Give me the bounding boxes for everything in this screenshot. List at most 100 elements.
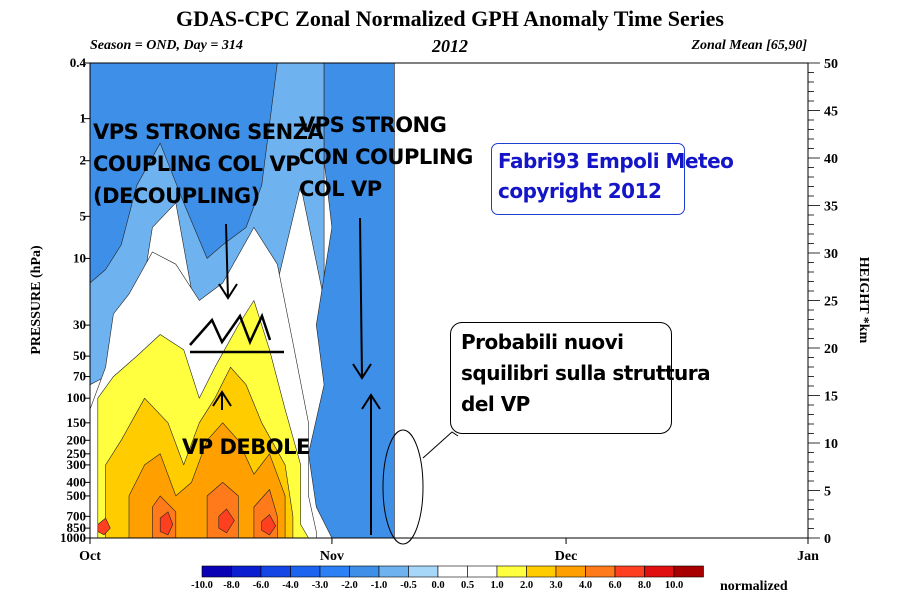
colorbar-tick-label: -6.0	[253, 580, 270, 591]
height-axis: 0 5 10 15 20 25 30 35 40 45 50 HEIGHT *km	[808, 57, 871, 547]
time-axis: Oct Nov Dec Jan	[79, 538, 819, 564]
coupling-annotation: VPS STRONG CON COUPLING COL VP	[299, 109, 473, 205]
bubble-line-3: del VP	[461, 392, 530, 416]
pressure-tick-label: 50	[73, 348, 86, 363]
zigzag-mark	[189, 312, 272, 346]
highlight-ellipse	[382, 429, 424, 545]
pressure-tick-label: 500	[67, 488, 87, 503]
extreme-pos-4	[97, 517, 111, 536]
decoupling-line-1: VPS STRONG SENZA	[93, 120, 324, 144]
pressure-tick-label: 1	[80, 111, 87, 126]
colorbar-tick-label: 10.0	[665, 580, 683, 591]
colorbar-tick-label: 8.0	[638, 580, 651, 591]
colorbar-swatch	[319, 565, 350, 578]
coupling-line-1: VPS STRONG	[299, 113, 447, 137]
pressure-tick-label: 700	[67, 508, 87, 523]
pressure-tick-label: 30	[73, 317, 86, 332]
speech-bubble: Probabili nuovi squilibri sulla struttur…	[450, 322, 711, 434]
bubble-line-2: squilibri sulla struttura	[461, 361, 711, 385]
coupling-line-2: CON COUPLING	[299, 145, 473, 169]
extreme-pos-2	[218, 508, 235, 534]
bubble-pointer	[422, 431, 459, 459]
pressure-tick-label: 100	[67, 390, 87, 405]
colorbar-swatch	[614, 565, 645, 578]
colorbar-swatch	[496, 565, 527, 578]
colorbar-tick-label: 6.0	[608, 580, 621, 591]
height-tick-label: 25	[824, 295, 838, 310]
time-tick-label: Dec	[555, 549, 578, 564]
colorbar-swatch	[644, 565, 675, 578]
time-tick-label: Jan	[797, 549, 819, 564]
height-tick-label: 10	[824, 437, 838, 452]
extreme-pos-3	[261, 514, 276, 536]
down-arrow-decoupling-head	[218, 283, 238, 300]
colorbar-tick-label: -8.0	[223, 580, 240, 591]
height-tick-label: 45	[824, 105, 838, 120]
down-arrow-decoupling	[225, 223, 229, 299]
height-axis-label: HEIGHT *km	[856, 257, 871, 344]
height-tick-label: 40	[824, 152, 838, 167]
height-tick-label: 20	[824, 342, 838, 357]
strong-neg-left	[89, 62, 278, 284]
year-subtitle: 2012	[432, 36, 468, 56]
colorbar-swatch	[467, 565, 498, 578]
decoupling-line-2: COUPLING COL VP	[93, 152, 301, 176]
pressure-tick-label: 150	[67, 415, 87, 430]
credit-box: Fabri93 Empoli Meteo copyright 2012	[491, 143, 734, 215]
extreme-pos-1	[159, 511, 173, 536]
colorbar-swatch	[555, 565, 586, 578]
pressure-tick-label: 850	[67, 520, 87, 535]
credit-line-1: Fabri93 Empoli Meteo	[498, 149, 734, 173]
pressure-tick-label: 250	[67, 446, 87, 461]
height-tick-label: 15	[824, 390, 838, 405]
pressure-tick-label: 70	[73, 369, 86, 384]
decoupling-line-3: (DECOUPLING)	[93, 184, 260, 208]
colorbar-swatch	[349, 565, 380, 578]
colorbar-tick-label: -10.0	[191, 580, 213, 591]
colorbar-tick-label: -4.0	[282, 580, 299, 591]
height-tick-label: 35	[824, 200, 838, 215]
colorbar: -10.0 -8.0 -6.0 -4.0 -3.0 -2.0 -1.0 -0.5 0.0 0.5 1…	[191, 565, 788, 594]
pressure-tick-label: 1000	[60, 530, 86, 545]
colorbar-tick-label: 1.0	[490, 580, 503, 591]
pressure-tick-label: 2	[80, 153, 87, 168]
height-tick-label: 0	[824, 532, 831, 547]
decoupling-annotation: VPS STRONG SENZA COUPLING COL VP (DECOUP…	[93, 116, 324, 212]
colorbar-tick-label: 2.0	[520, 580, 533, 591]
colorbar-tick-label: -3.0	[312, 580, 329, 591]
time-tick-label: Nov	[320, 549, 344, 564]
colorbar-swatch	[408, 565, 439, 578]
height-tick-label: 50	[824, 57, 838, 72]
colorbar-swatch	[260, 565, 291, 578]
hand-drawn-annotations	[189, 217, 459, 545]
colorbar-swatch	[290, 565, 321, 578]
colorbar-tick-label: 4.0	[579, 580, 592, 591]
season-day-subtitle: Season = OND, Day = 314	[90, 38, 243, 53]
bubble-line-1: Probabili nuovi	[461, 330, 624, 354]
height-tick-label: 30	[824, 247, 838, 262]
up-arrow-weak-head	[212, 390, 232, 407]
pressure-axis-label: PRESSURE (hPa)	[29, 245, 44, 355]
height-tick-label: 5	[824, 485, 831, 500]
weak-vortex-label: VP DEBOLE	[182, 435, 310, 459]
colorbar-swatch	[673, 565, 704, 578]
colorbar-tick-label: -0.5	[400, 580, 417, 591]
colorbar-swatch	[231, 565, 262, 578]
colorbar-tick-label: 0.5	[461, 580, 474, 591]
colorbar-tick-label: -1.0	[371, 580, 388, 591]
colorbar-label: normalized	[720, 579, 788, 594]
pressure-tick-label: 400	[67, 474, 87, 489]
time-tick-label: Oct	[79, 549, 101, 564]
colorbar-swatch	[437, 565, 468, 578]
colorbar-tick-label: 3.0	[549, 580, 562, 591]
up-arrow-coupling-head	[361, 393, 381, 410]
credit-line-2: copyright 2012	[498, 179, 662, 203]
pressure-tick-label: 10	[73, 250, 86, 265]
down-arrow-coupling	[359, 217, 363, 379]
colorbar-swatch	[378, 565, 409, 578]
colorbar-swatch	[201, 565, 232, 578]
anomaly-contour-fills	[89, 62, 395, 539]
